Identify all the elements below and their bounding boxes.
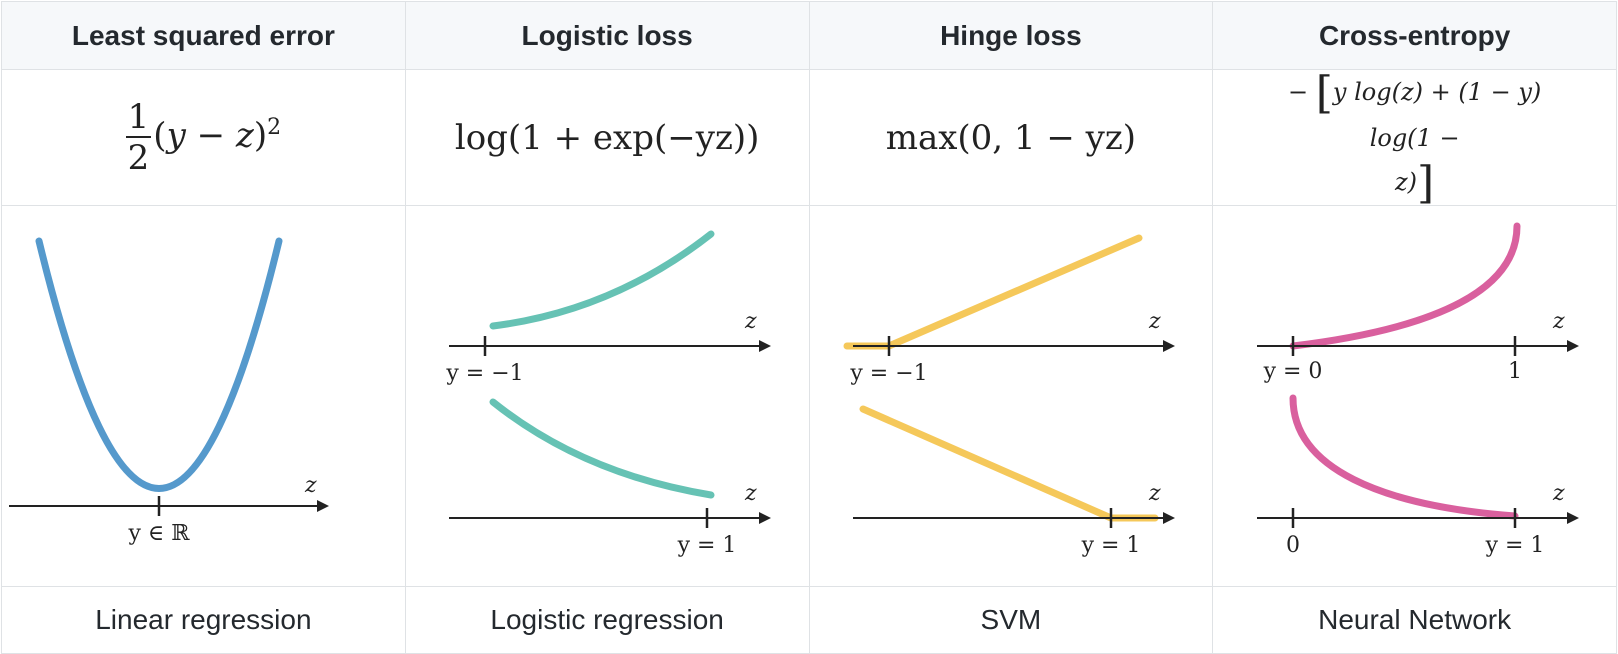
logistic-curve-y-pos1 [489, 398, 715, 499]
header-row: Least squared error Logistic loss Hinge … [1, 1, 1617, 70]
squared-error-curve [35, 237, 283, 492]
squared-error-graph: z y ∈ ℝ [9, 237, 330, 546]
cross-entropy-curve-y1 [1289, 394, 1519, 520]
x-axis-arrow [317, 500, 330, 512]
var-z: z [235, 115, 254, 156]
x-axis-bottom-arrow [1162, 512, 1175, 524]
tick-label-1: 1 [1508, 359, 1522, 384]
hinge-loss-graph: z y = −1 z y = 1 [843, 234, 1175, 558]
plot-logistic: z y = −1 z y = 1 [404, 205, 810, 587]
x-axis-top-arrow [1162, 340, 1175, 352]
model-row: Linear regression Logistic regression SV… [1, 586, 1617, 654]
header-cross-entropy: Cross-entropy [1212, 1, 1617, 70]
exponent: 2 [267, 115, 282, 141]
x-axis-top-arrow [1566, 340, 1579, 352]
tick-label-y-pos1: y = 1 [1080, 533, 1140, 558]
ce-line-2: z) [1395, 167, 1418, 196]
x-axis-top-arrow [759, 340, 772, 352]
ce-line-1: y log(z) + (1 − y) log(1 − [1332, 78, 1542, 152]
model-logistic-regression: Logistic regression [404, 586, 810, 654]
axis-label-z-bottom: z [1148, 481, 1161, 506]
plot-hinge: z y = −1 z y = 1 [808, 205, 1214, 587]
axis-label-z-bottom: z [744, 481, 757, 506]
paren-close: ) [253, 115, 268, 156]
formula-row: 1 2 (y − z)2 log(1 + exp(−yz)) max(0, 1 … [1, 69, 1617, 206]
fraction-numerator: 1 [125, 97, 152, 138]
header-least-squared-error: Least squared error [1, 1, 406, 70]
x-axis-bottom-arrow [1566, 512, 1579, 524]
formula-hinge: max(0, 1 − yz) [808, 69, 1214, 206]
plot-squared: z y ∈ ℝ [1, 205, 406, 587]
cross-entropy-expression: − [y log(z) + (1 − y) log(1 − z)] [1213, 70, 1616, 205]
tick-label-y0: y = 0 [1262, 359, 1322, 384]
axis-label-z: z [304, 473, 317, 498]
formula-logistic: log(1 + exp(−yz)) [404, 69, 810, 206]
fraction-one-half: 1 2 [125, 97, 152, 178]
var-y: y [166, 115, 186, 156]
formula-squared: 1 2 (y − z)2 [1, 69, 406, 206]
hinge-curve-y-neg1 [843, 234, 1143, 350]
hinge-curve-y-pos1 [859, 405, 1159, 522]
model-linear-regression: Linear regression [1, 586, 406, 654]
tick-label-y-neg1: y = −1 [445, 361, 523, 386]
header-hinge-loss: Hinge loss [808, 1, 1214, 70]
tick-label-0: 0 [1286, 533, 1300, 558]
x-axis-bottom-arrow [759, 512, 772, 524]
right-bracket: ] [1417, 157, 1435, 208]
logistic-loss-graph: z y = −1 z y = 1 [445, 230, 772, 558]
plot-cross-entropy: z y = 0 1 z 0 y = 1 [1212, 205, 1617, 587]
cross-entropy-graph: z y = 0 1 z 0 y = 1 [1256, 222, 1579, 558]
paren-open: ( [153, 115, 167, 156]
fraction-denominator: 2 [127, 138, 150, 178]
model-neural-network: Neural Network [1212, 586, 1617, 654]
left-bracket: [ [1315, 67, 1333, 119]
tick-label-y-pos1: y = 1 [677, 533, 737, 558]
axis-label-z-bottom: z [1552, 481, 1565, 506]
axis-label-z-top: z [1148, 309, 1161, 334]
header-logistic-loss: Logistic loss [404, 1, 810, 70]
logistic-curve-y-neg1 [489, 230, 715, 330]
tick-label-y-in-r: y ∈ ℝ [128, 521, 191, 546]
axis-label-z-top: z [1552, 309, 1565, 334]
plot-row: z y ∈ ℝ z y = −1 z y = 1 [1, 205, 1617, 587]
cross-entropy-curve-y0 [1289, 222, 1521, 350]
tick-label-y-neg1: y = −1 [849, 361, 927, 386]
leading-minus: − [1287, 78, 1309, 106]
formula-cross-entropy: − [y log(z) + (1 − y) log(1 − z)] [1212, 69, 1617, 206]
minus-sign: − [185, 115, 236, 156]
axis-label-z-top: z [744, 309, 757, 334]
tick-label-y1: y = 1 [1484, 533, 1544, 558]
model-svm: SVM [808, 586, 1214, 654]
